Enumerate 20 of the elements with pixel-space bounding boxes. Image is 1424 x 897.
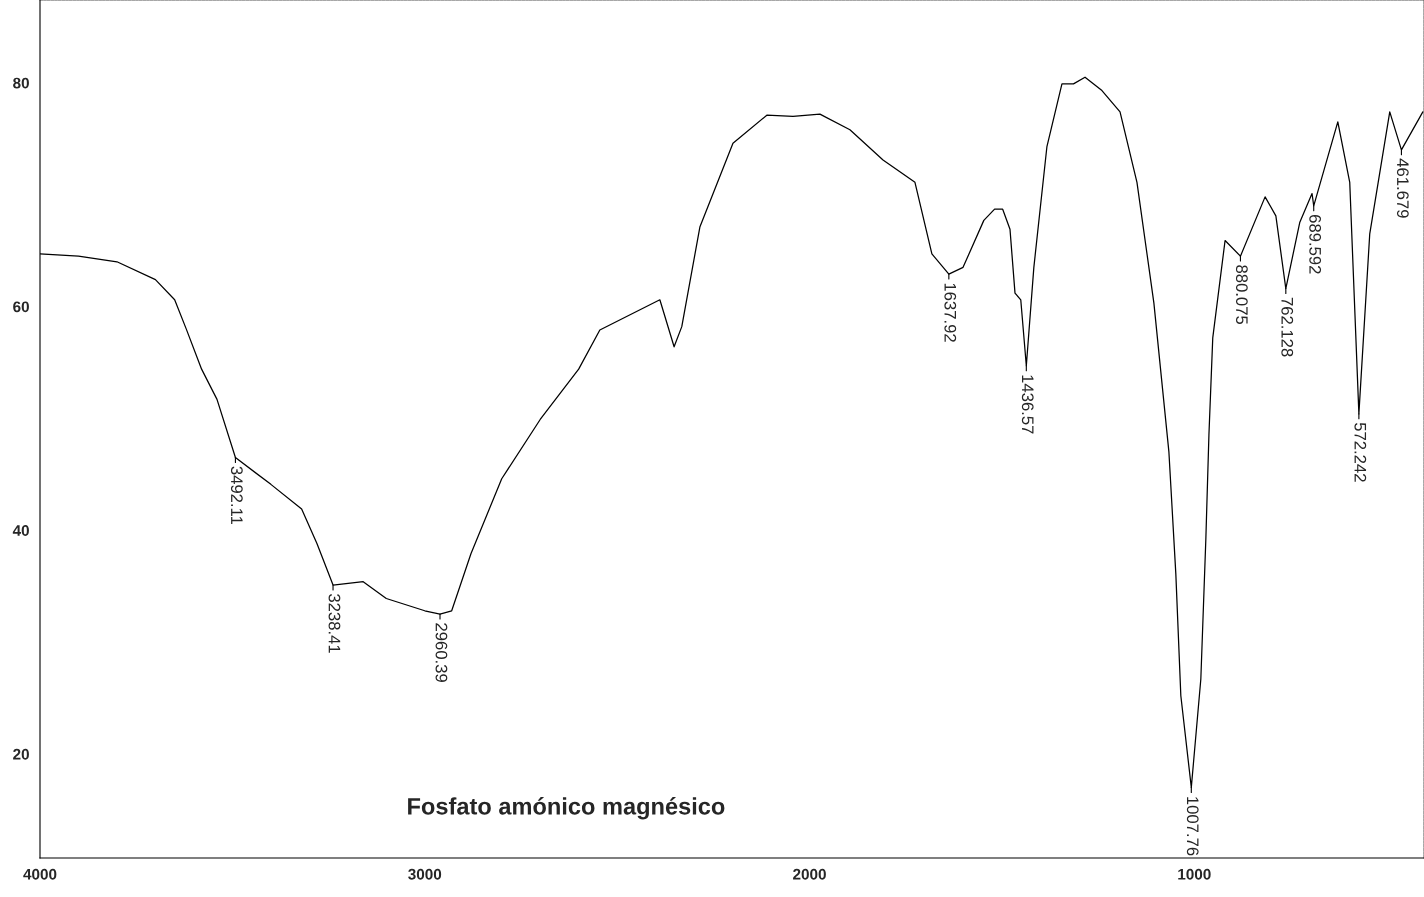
annotation: 762.128	[1281, 297, 1294, 357]
annotation: 689.592	[1309, 215, 1322, 274]
x-tick-label: 1000	[1178, 868, 1211, 880]
x-tick-label: 4000	[23, 868, 57, 880]
annotation: 2960.39	[435, 623, 448, 682]
y-tick-label: 20	[13, 748, 29, 760]
annotation: 1637.92	[944, 283, 957, 342]
annotation: 572.242	[1354, 422, 1367, 482]
annotation: 1436.57	[1021, 375, 1034, 434]
x-tick-label: 3000	[408, 868, 442, 880]
y-tick-label: 80	[13, 77, 29, 89]
x-tick-label: 2000	[793, 868, 826, 880]
annotation: 1007.76	[1186, 797, 1199, 856]
annotation: 3492.11	[230, 466, 243, 525]
annotation: 880.075	[1235, 265, 1248, 325]
annotation: 461.679	[1396, 158, 1409, 218]
text: Fosfato amónico magnésico	[408, 797, 725, 820]
y-tick-label: 60	[13, 301, 29, 313]
y-tick-label: 40	[12, 525, 29, 536]
annotation: 3238.41	[328, 594, 341, 653]
